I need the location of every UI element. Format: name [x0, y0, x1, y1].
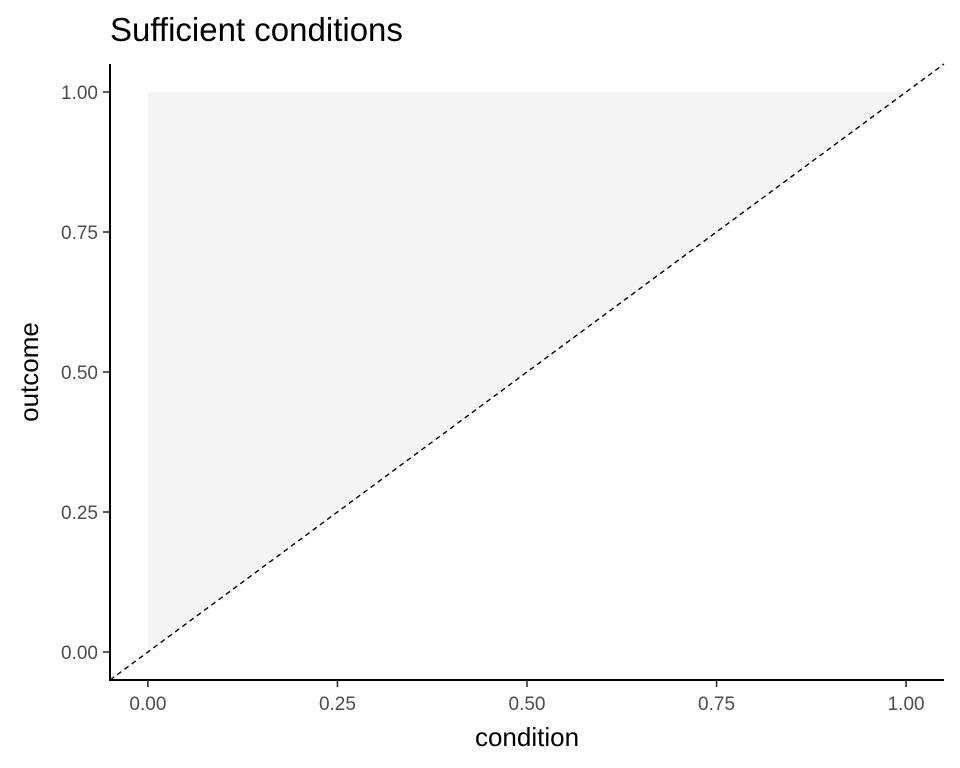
- y-tick-label: 0.00: [61, 643, 98, 664]
- y-tick-label: 1.00: [61, 83, 98, 104]
- x-tick-label: 0.00: [129, 694, 166, 715]
- x-tick-label: 1.00: [888, 694, 925, 715]
- x-tick-label: 0.25: [319, 694, 356, 715]
- diagonal-reference-line: [109, 63, 945, 681]
- y-tick-label: 0.75: [61, 223, 98, 244]
- y-tick-label: 0.50: [61, 363, 98, 384]
- chart-title: Sufficient conditions: [110, 11, 403, 48]
- x-axis-title: condition: [475, 722, 579, 752]
- x-tick-label: 0.50: [509, 694, 546, 715]
- y-tick-label: 0.25: [61, 503, 98, 524]
- axes: 0.00 0.25 0.50 0.75 1.00 0.00 0.25 0.50 0.75 1.00: [61, 64, 944, 715]
- x-tick-label: 0.75: [698, 694, 735, 715]
- y-axis-title: outcome: [14, 322, 44, 422]
- plot-area: [109, 63, 945, 681]
